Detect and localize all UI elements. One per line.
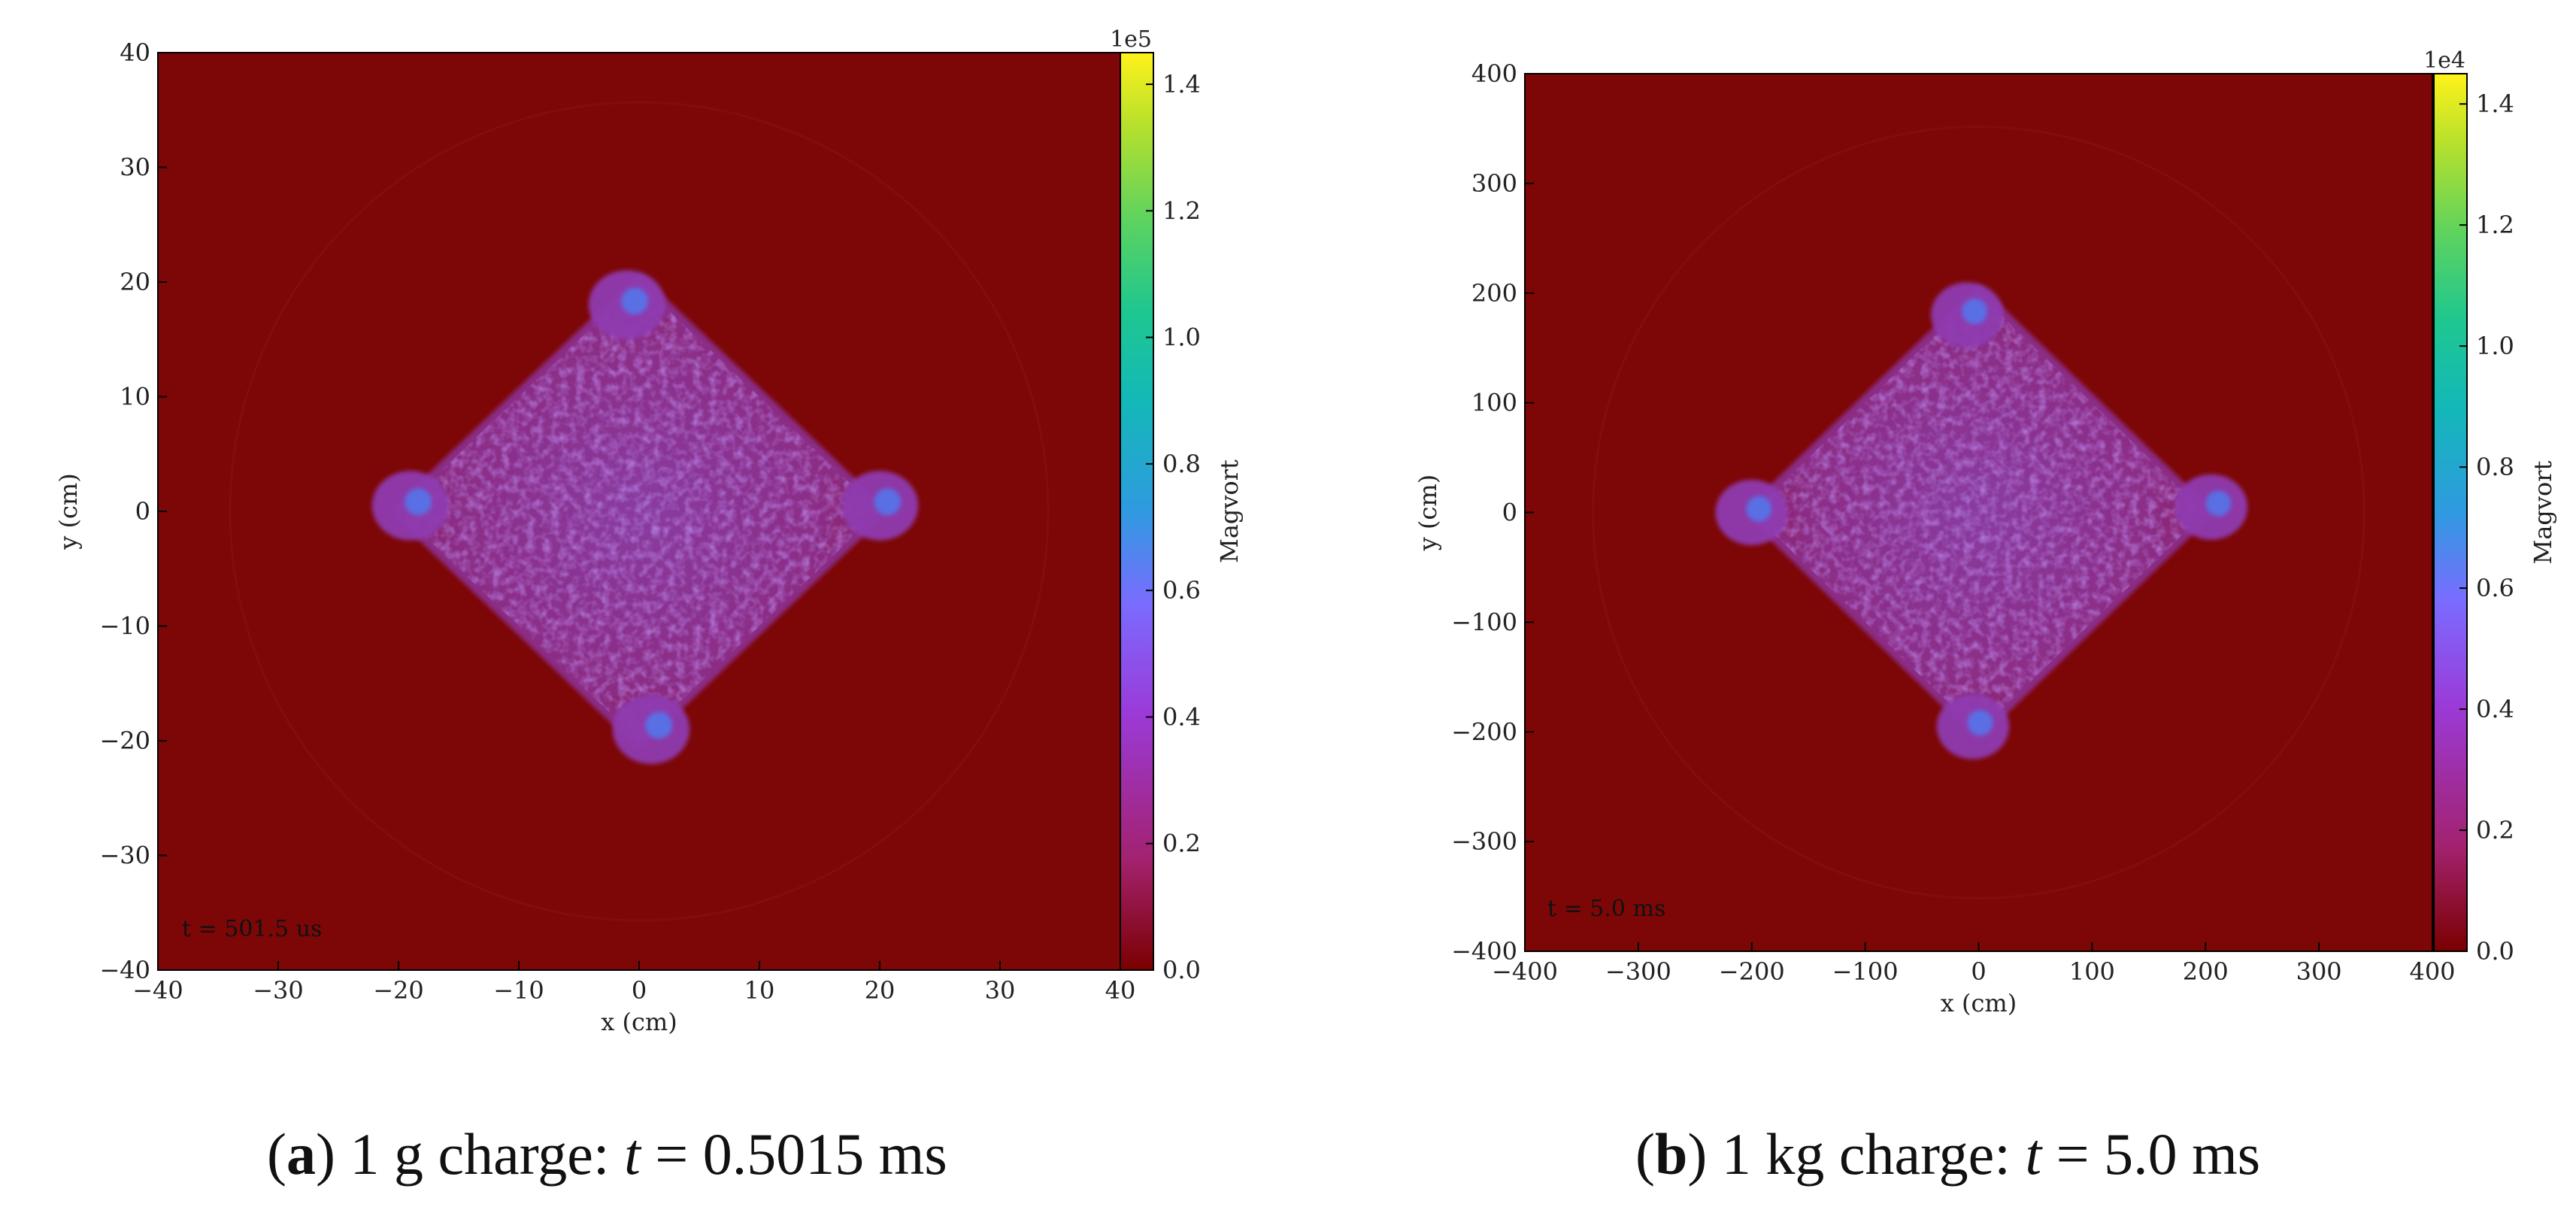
- colorbar-tick-label: 1.4: [2476, 89, 2514, 118]
- vorticity-texture: [1751, 293, 2206, 732]
- caption-b: (b) 1 kg charge: t = 5.0 ms: [1635, 1121, 2261, 1187]
- x-tick-label: 20: [865, 976, 896, 1005]
- caption-a-var: t: [624, 1121, 641, 1187]
- x-tick-label: 300: [2296, 957, 2342, 986]
- y-tick-label: −400: [1451, 937, 1517, 966]
- x-tick-label: −30: [253, 976, 304, 1005]
- colorbar: [2433, 73, 2468, 952]
- x-axis-label: x (cm): [601, 1008, 677, 1036]
- y-tick-label: 400: [1471, 59, 1517, 88]
- colorbar-tick-label: 0.2: [2476, 816, 2514, 844]
- x-tick-label: −20: [373, 976, 424, 1005]
- y-tick-label: −10: [99, 612, 150, 641]
- colorbar-tick-label: 1.4: [1162, 70, 1201, 99]
- lobe-core-right: [874, 488, 902, 516]
- caption-b-post: = 5.0 ms: [2041, 1121, 2261, 1187]
- lobe-core-top: [621, 287, 649, 315]
- y-tick-label: 30: [120, 153, 150, 182]
- x-axis-label: x (cm): [1941, 989, 2017, 1017]
- x-tick-label: −400: [1492, 957, 1558, 986]
- x-tick-label: 0: [1971, 957, 1986, 986]
- y-tick-label: 40: [120, 38, 150, 67]
- lobe-core-top: [1962, 299, 1987, 324]
- caption-b-var: t: [2025, 1121, 2042, 1187]
- colorbar-tick-label: 0.6: [2476, 574, 2514, 602]
- x-tick-label: 10: [744, 976, 775, 1005]
- colorbar-tick-label: 1.2: [2476, 211, 2514, 239]
- colorbar-tick-label: 0.8: [1162, 450, 1201, 478]
- y-tick-label: 300: [1471, 169, 1517, 198]
- colorbar-tick-label: 1.2: [1162, 196, 1201, 225]
- x-tick-label: −40: [132, 976, 183, 1005]
- colorbar-exponent: 1e5: [1110, 26, 1152, 53]
- x-tick-label: 0: [632, 976, 647, 1005]
- colorbar-tick-label: 1.0: [2476, 332, 2514, 360]
- y-tick-label: −200: [1451, 717, 1517, 746]
- y-axis-label: y (cm): [1414, 475, 1442, 551]
- domain-circle: [229, 101, 1050, 922]
- time-annotation: t = 5.0 ms: [1547, 896, 1665, 922]
- colorbar-tick-label: 0.0: [2476, 937, 2514, 966]
- x-tick-label: −300: [1605, 957, 1671, 986]
- y-tick-label: −300: [1451, 827, 1517, 856]
- panel-b: −400 −300 −200 −100 0 100 200 300 400 −400 −300 −20…: [1414, 47, 2557, 1017]
- panel-a: −40 −30 −20 −10 0 10 20 30 40 −40 −30 −20 −10 0 10 20 30…: [54, 26, 1244, 1036]
- lobe-core-bottom: [645, 711, 673, 739]
- colorbar-label: Magvort: [2529, 460, 2557, 564]
- caption-b-pre: 1 kg charge:: [1721, 1121, 2026, 1187]
- colorbar-tick-label: 0.2: [1162, 829, 1201, 858]
- x-tick-label: −10: [493, 976, 544, 1005]
- y-tick-label: 0: [1502, 499, 1517, 527]
- caption-b-label: b: [1654, 1121, 1688, 1187]
- lobe-core-right: [2205, 490, 2232, 517]
- domain-circle: [1592, 126, 2365, 899]
- caption-a-label: a: [286, 1121, 316, 1187]
- colorbar-tick-label: 0.4: [1162, 702, 1201, 731]
- caption-a-pre: 1 g charge:: [350, 1121, 625, 1187]
- y-tick-label: 0: [135, 497, 150, 526]
- caption-a: (a) 1 g charge: t = 0.5015 ms: [267, 1121, 947, 1187]
- y-tick-label: 10: [120, 383, 150, 411]
- colorbar-tick-label: 0.4: [2476, 695, 2514, 723]
- y-tick-label: 100: [1471, 389, 1517, 417]
- y-tick-label: 20: [120, 268, 150, 296]
- x-tick-label: −200: [1719, 957, 1785, 986]
- colorbar-tick-label: 0.6: [1162, 576, 1201, 605]
- colorbar-tick-label: 0.0: [1162, 956, 1201, 984]
- vorticity-texture: [399, 282, 880, 741]
- time-annotation: t = 501.5 us: [182, 916, 322, 942]
- colorbar: [1120, 52, 1154, 971]
- y-tick-label: −20: [99, 726, 150, 755]
- colorbar-tick-label: 0.8: [2476, 453, 2514, 481]
- caption-a-post: = 0.5015 ms: [640, 1121, 947, 1187]
- x-tick-label: 400: [2409, 957, 2455, 986]
- x-tick-label: 30: [985, 976, 1016, 1005]
- x-tick-label: 200: [2183, 957, 2229, 986]
- y-tick-label: −100: [1451, 608, 1517, 636]
- lobe-core-left: [1746, 496, 1772, 522]
- y-tick-label: 200: [1471, 279, 1517, 308]
- x-tick-label: −100: [1832, 957, 1899, 986]
- colorbar-exponent: 1e4: [2423, 47, 2465, 74]
- colorbar-tick-label: 1.0: [1162, 323, 1201, 352]
- x-tick-label: 40: [1105, 976, 1136, 1005]
- colorbar-label: Magvort: [1215, 459, 1244, 563]
- y-tick-label: −30: [99, 841, 150, 870]
- y-axis-label: y (cm): [54, 473, 83, 550]
- lobe-core-bottom: [1967, 710, 1993, 736]
- y-tick-label: −40: [99, 956, 150, 984]
- lobe-core-left: [405, 488, 432, 516]
- x-tick-label: 100: [2069, 957, 2115, 986]
